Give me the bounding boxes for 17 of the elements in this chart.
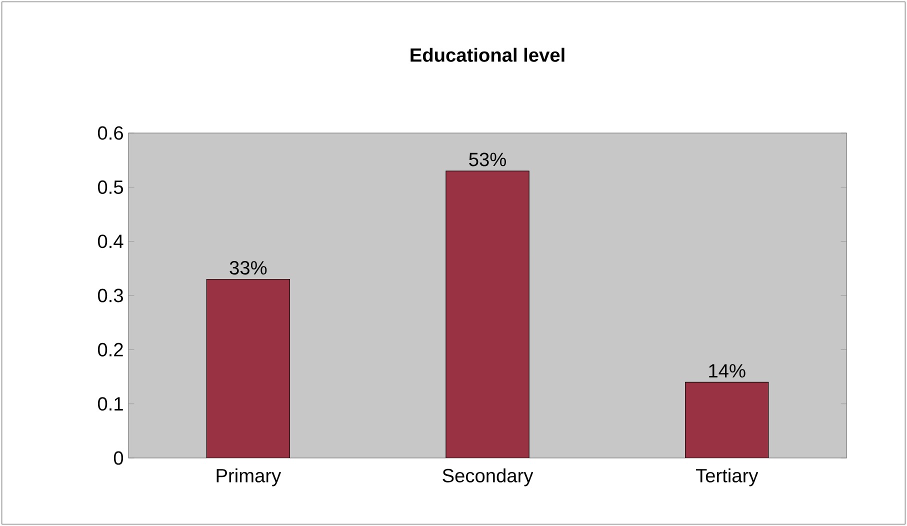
y-tick-label: 0.4 [98, 234, 124, 248]
y-tick-label: 0.5 [98, 180, 124, 194]
data-label: 14% [709, 364, 746, 378]
y-tick-label: 0.3 [98, 288, 123, 302]
data-label: 53% [469, 152, 506, 166]
x-tick-label: Tertiary [696, 468, 758, 486]
bar [206, 278, 290, 458]
chart-title: Educational level [410, 48, 564, 62]
data-label: 33% [230, 261, 267, 275]
y-tick-label: 0.6 [98, 126, 123, 140]
bar [685, 382, 769, 458]
x-tick-label: Primary [216, 468, 282, 486]
y-tick-label: 0.1 [98, 397, 123, 411]
y-tick-label: 0.2 [98, 342, 123, 356]
bar [446, 170, 530, 458]
y-tick-label: 0 [114, 451, 124, 465]
x-tick-label: Secondary [442, 468, 534, 486]
